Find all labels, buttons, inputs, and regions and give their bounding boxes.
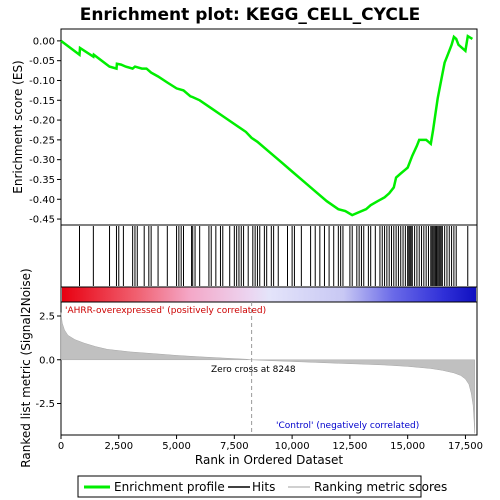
es-ylabel: Enrichment score (ES) [11,60,25,193]
x-axis-label: Rank in Ordered Dataset [195,453,343,467]
hit-marks [78,226,469,286]
x-tick-label: 12,500 [332,441,367,452]
es-yticks: 0.00 -0.05 -0.10 -0.15 -0.20 -0.25 -0.30 -0.35 -… [29,36,61,226]
x-tick-label: 2,500 [104,441,133,452]
x-axis-ticks: 0 2,500 5,000 7,500 10,000 12,500 15,000 17,500 [58,435,483,452]
x-tick-label: 7,500 [220,441,249,452]
x-tick-label: 15,000 [390,441,425,452]
metric-panel [60,301,478,436]
es-ytick-label: -0.30 [29,155,55,166]
es-ytick-label: -0.35 [29,175,55,186]
metric-area [60,312,475,434]
es-panel [60,28,478,226]
metric-ytick-label: 0.0 [39,355,55,366]
positive-annotation: 'AHRR-overexpressed' (positively correla… [65,306,266,316]
rank-color-bar [62,287,476,302]
zero-cross-annotation: Zero cross at 8248 [211,365,296,375]
legend-hits-label: Hits [252,480,275,494]
metric-ytick-label: 2.5 [39,312,55,323]
x-tick-label: 17,500 [448,441,483,452]
es-ytick-label: -0.20 [29,116,55,127]
es-ytick-label: -0.15 [29,96,55,107]
metric-yticks: 2.5 0.0 -2.5 [35,312,61,410]
es-ytick-label: -0.45 [29,215,55,226]
es-ytick-label: -0.05 [29,56,55,67]
x-tick-label: 0 [58,441,64,452]
es-line [60,34,474,217]
x-tick-label: 10,000 [275,441,310,452]
chart-title: Enrichment plot: KEGG_CELL_CYCLE [80,5,421,25]
es-ytick-label: -0.40 [29,195,55,206]
es-ytick-label: -0.10 [29,76,55,87]
es-ytick-label: 0.00 [33,36,55,47]
negative-annotation: 'Control' (negatively correlated) [276,421,419,431]
legend-es-label: Enrichment profile [114,480,225,494]
es-ytick-label: -0.25 [29,135,55,146]
legend: Enrichment profile Hits Ranking metric s… [77,475,447,498]
metric-ytick-label: -2.5 [35,399,55,410]
legend-metric-label: Ranking metric scores [314,480,447,494]
metric-ylabel: Ranked list metric (Signal2Noise) [19,268,33,467]
x-tick-label: 5,000 [162,441,191,452]
